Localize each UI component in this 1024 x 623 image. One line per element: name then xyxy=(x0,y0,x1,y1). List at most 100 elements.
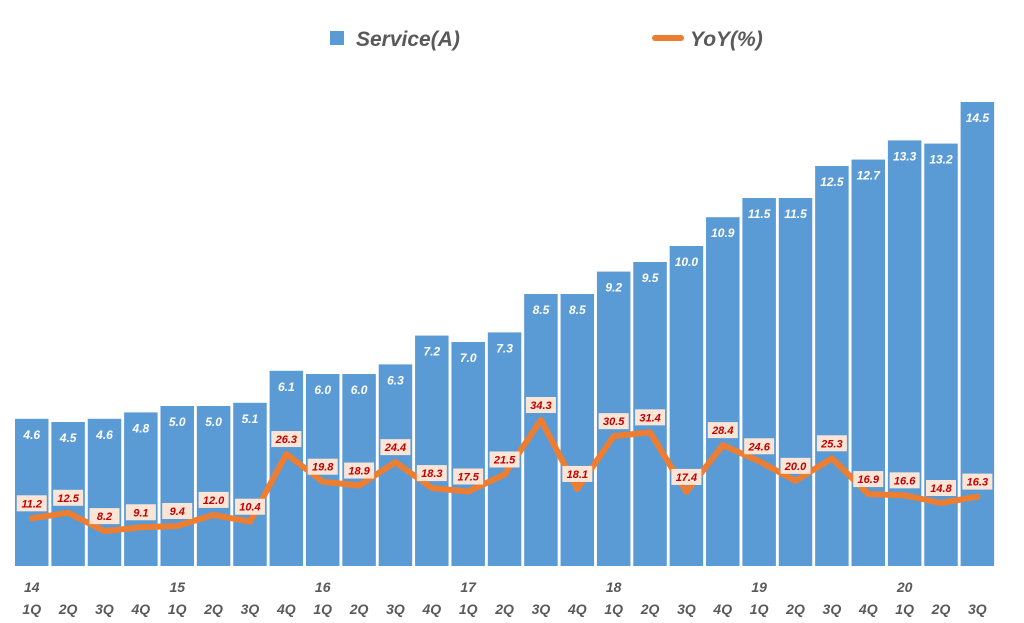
yoy-value-label: 10.4 xyxy=(239,502,260,514)
yoy-value-label: 19.8 xyxy=(312,462,334,474)
bar-value-label: 10.9 xyxy=(711,226,735,240)
yoy-line xyxy=(28,416,981,535)
bar-value-label: 5.0 xyxy=(205,415,222,429)
bar-value-label: 10.0 xyxy=(675,255,699,269)
bar-value-label: 9.2 xyxy=(605,281,622,295)
yoy-value-label: 16.6 xyxy=(894,475,916,487)
yoy-label-box xyxy=(780,457,811,474)
bar-service xyxy=(451,342,485,566)
x-tick-quarter: 3Q xyxy=(532,601,551,617)
bar-service xyxy=(742,198,776,566)
x-tick-year: 19 xyxy=(751,579,767,595)
yoy-label-box xyxy=(744,438,775,455)
bar-value-label: 9.5 xyxy=(642,271,659,285)
yoy-label-box xyxy=(525,396,556,413)
yoy-value-label: 24.4 xyxy=(384,442,406,454)
yoy-value-label: 16.9 xyxy=(858,474,880,486)
x-tick-quarter: 4Q xyxy=(858,601,878,617)
yoy-label-box xyxy=(53,489,84,506)
bar-service xyxy=(669,246,704,566)
yoy-label-box xyxy=(162,502,193,519)
bar-value-label: 4.6 xyxy=(22,428,40,442)
bar-service xyxy=(706,217,740,566)
bar-value-label: 7.0 xyxy=(460,351,477,365)
x-tick-quarter: 4Q xyxy=(421,601,441,617)
yoy-label-box xyxy=(125,504,156,521)
yoy-label-box xyxy=(598,413,629,430)
bar-value-label: 4.8 xyxy=(132,421,150,435)
yoy-value-label: 25.3 xyxy=(820,438,842,450)
bar-service xyxy=(124,412,158,566)
bar-service xyxy=(233,402,267,566)
x-tick-quarter: 2Q xyxy=(785,601,805,617)
bar-value-label: 5.0 xyxy=(169,415,186,429)
yoy-label-box xyxy=(853,471,884,488)
legend-label-yoy: YoY(%) xyxy=(690,28,763,51)
x-tick-quarter: 3Q xyxy=(968,601,987,617)
bar-value-label: 11.5 xyxy=(748,207,771,221)
bar-service xyxy=(560,294,595,566)
yoy-label-box xyxy=(635,409,666,426)
bar-value-label: 4.6 xyxy=(95,428,113,442)
yoy-label-box xyxy=(562,465,593,482)
yoy-label-box xyxy=(380,439,411,456)
yoy-label-box xyxy=(89,508,120,525)
yoy-value-label: 9.1 xyxy=(133,507,148,519)
bar-service xyxy=(87,418,122,566)
yoy-value-label: 20.0 xyxy=(784,461,807,473)
yoy-value-label: 24.6 xyxy=(747,441,770,453)
x-tick-quarter: 1Q xyxy=(895,601,914,617)
yoy-label-box xyxy=(671,468,702,485)
bar-value-label: 6.0 xyxy=(314,383,331,397)
bar-service xyxy=(778,198,813,566)
x-tick-quarter: 4Q xyxy=(276,601,296,617)
bar-service xyxy=(15,418,49,566)
x-tick-quarter: 3Q xyxy=(95,601,114,617)
x-tick-year: 18 xyxy=(606,579,622,595)
yoy-value-label: 8.2 xyxy=(97,511,112,523)
yoy-value-label: 28.4 xyxy=(711,425,733,437)
x-tick-quarter: 1Q xyxy=(168,601,187,617)
legend: Service(A) YoY(%) xyxy=(330,28,763,51)
bar-service xyxy=(524,294,558,566)
x-tick-year: 17 xyxy=(460,579,477,595)
yoy-value-label: 18.9 xyxy=(348,466,370,478)
bar-value-label: 14.5 xyxy=(966,111,990,125)
yoy-value-label: 17.5 xyxy=(457,472,479,484)
yoy-label-box xyxy=(198,491,229,508)
x-tick-quarter: 2Q xyxy=(58,601,78,617)
yoy-value-label: 26.3 xyxy=(275,434,297,446)
bar-value-label: 7.2 xyxy=(423,345,440,359)
x-tick-quarter: 3Q xyxy=(241,601,260,617)
x-tick-quarter: 2Q xyxy=(494,601,514,617)
bar-service xyxy=(196,406,231,566)
yoy-label-box xyxy=(16,495,47,512)
yoy-value-label: 17.4 xyxy=(676,472,697,484)
x-tick-quarter: 3Q xyxy=(677,601,696,617)
yoy-label-box xyxy=(816,435,847,452)
x-tick-quarter: 4Q xyxy=(712,601,732,617)
yoy-label-box xyxy=(926,479,956,496)
yoy-value-label: 12.5 xyxy=(57,493,79,505)
yoy-label-box xyxy=(307,458,338,475)
yoy-value-label: 31.4 xyxy=(639,412,660,424)
x-tick-quarter: 3Q xyxy=(386,601,405,617)
yoy-value-label: 16.3 xyxy=(967,477,988,489)
x-tick-quarter: 2Q xyxy=(931,601,951,617)
x-tick-quarter: 4Q xyxy=(131,601,151,617)
x-tick-quarter: 1Q xyxy=(22,601,41,617)
bar-value-label: 8.5 xyxy=(533,303,550,317)
yoy-label-box xyxy=(416,465,447,482)
yoy-label-box xyxy=(889,472,920,489)
bar-value-label: 8.5 xyxy=(569,303,586,317)
yoy-value-label: 18.3 xyxy=(421,468,442,480)
yoy-label-box xyxy=(489,451,520,468)
yoy-value-label: 11.2 xyxy=(21,498,42,510)
bar-value-label: 5.1 xyxy=(242,412,259,426)
yoy-value-label: 34.3 xyxy=(530,400,551,412)
legend-swatch-service xyxy=(330,31,344,45)
bar-value-label: 12.7 xyxy=(857,169,882,183)
legend-label-service: Service(A) xyxy=(356,28,460,51)
x-tick-quarter: 1Q xyxy=(313,601,332,617)
yoy-value-label: 30.5 xyxy=(603,416,625,428)
